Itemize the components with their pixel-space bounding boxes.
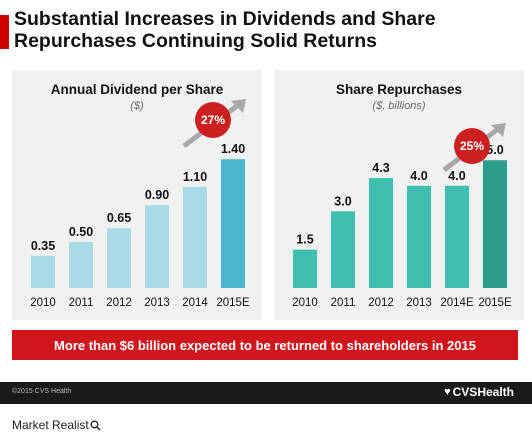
category-tick-label: 2012 (106, 297, 132, 309)
bar-value-label: 4.0 (410, 169, 427, 183)
bar-2010 (31, 255, 55, 288)
category-tick-label: 2013 (144, 297, 170, 309)
dividend-chart-subtitle: ($) (130, 100, 144, 112)
repurchase-chart-title: Share Repurchases (335, 82, 463, 97)
bar-value-label: 1.40 (221, 142, 245, 156)
repurchase-chart-panel: Share Repurchases ($, billions) 1.5 2010 3… (274, 70, 524, 320)
dividend-bar-chart: 0.35 2010 0.50 2011 0.65 2012 0.90 2013 1.10 2014… (30, 99, 250, 309)
bar-2012 (107, 228, 131, 288)
returns-banner: More than $6 billion expected to be retu… (12, 330, 518, 360)
bar-2013 (407, 185, 431, 288)
bar-2014 (183, 186, 207, 288)
bar-value-label: 0.65 (107, 211, 131, 225)
copyright-text: ©2015 CVS Health (12, 388, 72, 395)
bar-2011 (331, 211, 355, 288)
cvs-health-logo: ♥ CVSHealth (444, 385, 514, 399)
bar-value-label: 4.3 (372, 161, 389, 175)
bar-value-label: 0.35 (31, 239, 55, 253)
bar-value-label: 0.90 (145, 188, 169, 202)
category-tick-label: 2014E (440, 297, 474, 309)
category-tick-label: 2012 (368, 297, 394, 309)
bar-2015E (221, 159, 245, 288)
magnifier-icon (90, 420, 101, 431)
bar-2015E (483, 160, 507, 288)
bar-value-label: 1.5 (296, 233, 313, 247)
category-tick-label: 2010 (30, 297, 56, 309)
repurchase-chart-subtitle: ($, billions) (372, 100, 426, 112)
bar-2013 (145, 205, 169, 288)
category-tick-label: 2014 (182, 297, 208, 309)
bar-value-label: 5.0 (486, 143, 503, 157)
dividend-chart-panel: Annual Dividend per Share ($) 0.35 2010 0.… (12, 70, 262, 320)
category-tick-label: 2011 (331, 297, 356, 309)
dividend-chart-title: Annual Dividend per Share (50, 82, 224, 97)
bar-2011 (69, 242, 93, 288)
trend-arrow-head (491, 123, 506, 137)
category-tick-label: 2011 (69, 297, 94, 309)
bar-2010 (293, 249, 317, 288)
bar-value-label: 3.0 (334, 194, 351, 208)
bar-value-label: 0.50 (69, 225, 93, 239)
title-accent-bar (0, 15, 9, 49)
repurchase-growth-badge: 25% (454, 128, 490, 164)
bar-2012 (369, 178, 393, 288)
market-realist-text: Market Realist (12, 418, 89, 432)
cvs-health-logo-text: CVSHealth (452, 385, 514, 399)
trend-arrow-head (231, 99, 246, 113)
category-tick-label: 2013 (406, 297, 432, 309)
bar-value-label: 1.10 (183, 170, 207, 184)
bar-2014E (445, 185, 469, 288)
bar-value-label: 4.0 (448, 169, 465, 183)
page-title: Substantial Increases in Dividends and S… (14, 8, 436, 52)
dividend-growth-badge: 27% (195, 102, 231, 138)
footer-bar (0, 382, 532, 404)
market-realist-watermark: Market Realist (12, 418, 101, 432)
category-tick-label: 2010 (292, 297, 318, 309)
category-tick-label: 2015E (216, 297, 250, 309)
repurchase-bar-chart: 1.520103.020114.320124.020134.02014E5.02… (292, 123, 512, 309)
category-tick-label: 2015E (478, 297, 512, 309)
heart-icon: ♥ (444, 386, 451, 398)
